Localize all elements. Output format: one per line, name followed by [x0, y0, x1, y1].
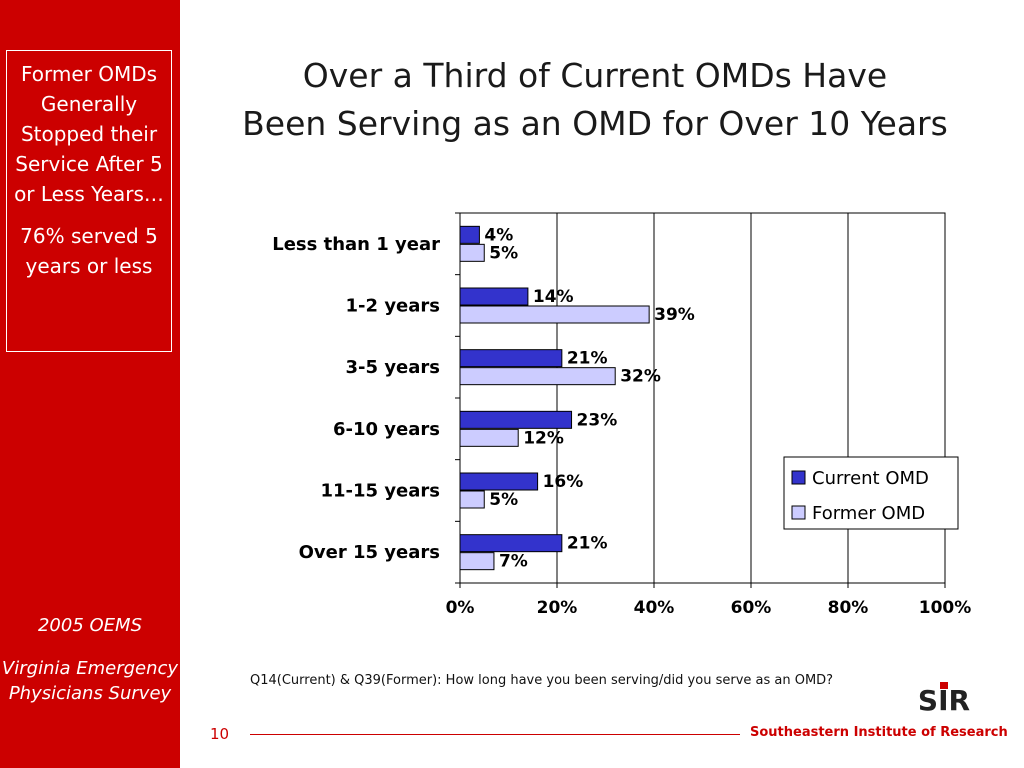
data-label: 5%: [489, 243, 518, 263]
category-label: Less than 1 year: [272, 234, 440, 255]
data-label: 4%: [484, 225, 513, 245]
survey-name: Virginia Emergency Physicians Survey: [1, 658, 179, 704]
logo-lettering: SIR: [918, 684, 970, 717]
x-tick-label: 60%: [731, 598, 772, 618]
category-label: 6-10 years: [333, 419, 440, 440]
sir-logo: SIR: [918, 682, 970, 717]
footer-divider: [250, 734, 740, 735]
data-label: 23%: [577, 410, 618, 430]
survey-year: 2005 OEMS: [37, 615, 143, 636]
callout-heading: Former OMDs Generally Stopped their Serv…: [14, 62, 164, 206]
slide-title-line-2: Been Serving as an OMD for Over 10 Years: [242, 104, 948, 143]
legend-label: Former OMD: [812, 503, 925, 524]
x-tick-label: 0%: [446, 598, 475, 618]
callout-stat: 76% served 5 years or less: [20, 224, 158, 278]
former-omd-bar: [459, 305, 650, 324]
x-tick-label: 40%: [634, 598, 675, 618]
legend-swatch: [791, 505, 806, 520]
x-tick-label: 80%: [828, 598, 869, 618]
category-label: Over 15 years: [299, 542, 440, 563]
legend: [783, 456, 959, 530]
logo-accent: [940, 682, 948, 689]
category-label: 11-15 years: [320, 481, 440, 502]
slide-title-line-1: Over a Third of Current OMDs Have: [302, 56, 888, 95]
sidebar: Former OMDs Generally Stopped their Serv…: [0, 0, 180, 768]
legend-label: Current OMD: [812, 468, 929, 489]
data-label: 12%: [523, 428, 564, 448]
former-omd-bar: [459, 243, 485, 262]
category-label: 1-2 years: [346, 296, 440, 317]
current-omd-bar: [459, 225, 480, 244]
former-omd-bar: [459, 490, 485, 509]
data-label: 39%: [654, 305, 695, 325]
slide-title: Over a Third of Current OMDs Have Been S…: [200, 52, 990, 148]
former-omd-bar: [459, 552, 495, 571]
data-label: 14%: [533, 287, 574, 307]
data-label: 16%: [543, 472, 584, 492]
data-label: 32%: [620, 367, 661, 387]
question-footnote: Q14(Current) & Q39(Former): How long hav…: [250, 673, 834, 688]
current-omd-bar: [459, 534, 563, 553]
category-label: 3-5 years: [346, 357, 440, 378]
data-label: 7%: [499, 552, 528, 572]
x-tick-label: 100%: [919, 598, 972, 618]
data-label: 5%: [489, 490, 518, 510]
data-label: 21%: [567, 534, 608, 554]
legend-swatch: [791, 470, 806, 485]
former-omd-bar: [459, 367, 616, 386]
current-omd-bar: [459, 349, 563, 368]
x-tick-label: 20%: [537, 598, 578, 618]
page-number: 10: [210, 725, 230, 743]
callout-box: Former OMDs Generally Stopped their Serv…: [6, 50, 172, 352]
bar-chart: 0% 20% 40% 60% 80% 100% Less than 1 year 1-2 ye…: [272, 212, 972, 618]
data-label: 21%: [567, 349, 608, 369]
current-omd-bar: [459, 287, 529, 306]
current-omd-bar: [459, 410, 573, 429]
organization-name: Southeastern Institute of Research: [750, 725, 1008, 740]
current-omd-bar: [459, 472, 539, 491]
former-omd-bar: [459, 428, 519, 447]
